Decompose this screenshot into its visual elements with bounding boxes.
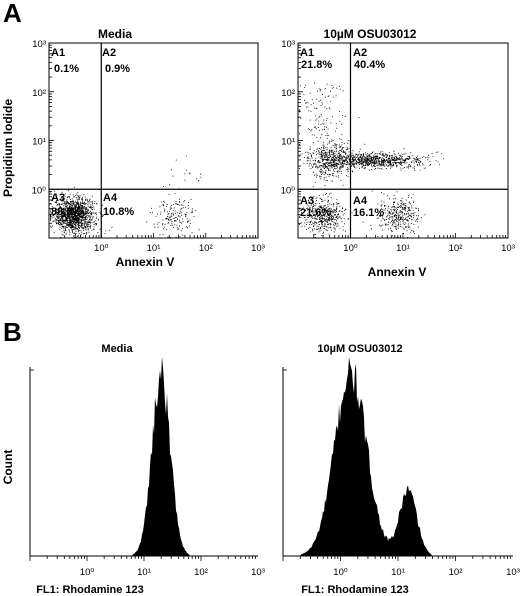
scatter-title-osu: 10µM OSU03012	[324, 27, 417, 41]
quadrant-a4-value-media: 10.8%	[103, 206, 134, 218]
x-tick-label-media: 10⁰	[80, 567, 95, 578]
histogram-osu: 10µM OSU03012 10⁰ 10¹ 10² 10³ FL1: Rhodamin…	[282, 343, 520, 596]
scatter-plot-media: Media 10⁰ 10⁰ 10¹ 10¹ 10² 10² 10³ 10³ A1 0.1% A…	[32, 27, 265, 269]
scatter-title-media: Media	[98, 27, 132, 41]
histogram-area-media	[30, 356, 258, 556]
quadrant-a1-value-media: 0.1%	[54, 63, 79, 75]
scatter-plot-osu: 10µM OSU03012 10⁰ 10⁰ 10¹ 10¹ 10² 10² 10³ 10³ A…	[281, 27, 515, 279]
quadrant-a2-value-osu: 40.4%	[354, 59, 385, 71]
histogram-media: Media 10⁰ 10¹ 10² 10³ FL1: Rhodamine 123	[29, 343, 265, 596]
x-tick-label-media: 10¹	[137, 567, 151, 578]
y-tick-label-media: 10³	[32, 39, 46, 50]
x-tick-label-osu: 10⁰	[343, 243, 358, 254]
quadrant-a3-name-media: A3	[51, 192, 65, 204]
histogram-title-osu: 10µM OSU03012	[317, 343, 402, 355]
quadrant-a3-name-osu: A3	[300, 195, 314, 207]
x-tick-label-media: 10¹	[147, 243, 161, 254]
x-tick-label-media: 10³	[251, 567, 265, 578]
quadrant-a3-value-osu: 21.6%	[300, 207, 331, 219]
x-tick-label-osu: 10¹	[396, 243, 410, 254]
quadrant-a4-value-osu: 16.1%	[353, 207, 384, 219]
x-tick-label-osu: 10²	[449, 243, 463, 254]
y-tick-label-media: 10⁰	[32, 185, 47, 196]
panel-letter-b: B	[3, 317, 22, 347]
scatter-ticks-media: 10⁰ 10⁰ 10¹ 10¹ 10² 10² 10³ 10³	[32, 39, 265, 254]
histogram-ticks-media: 10⁰ 10¹ 10² 10³	[29, 556, 265, 578]
y-tick-label-media: 10¹	[32, 137, 46, 148]
y-tick-label-osu: 10³	[281, 39, 295, 50]
quadrant-a4-name-osu: A4	[353, 195, 368, 207]
quadrant-a1-name-media: A1	[51, 47, 65, 59]
histogram-xlabel-osu: FL1: Rhodamine 123	[301, 584, 409, 596]
panel-b-ylabel: Count	[1, 450, 15, 485]
x-tick-label-osu: 10²	[449, 567, 463, 578]
quadrant-a1-value-osu: 21.8%	[301, 59, 332, 71]
histogram-title-media: Media	[101, 343, 133, 355]
y-tick-label-osu: 10⁰	[281, 185, 296, 196]
quadrant-a4-name-media: A4	[103, 192, 118, 204]
scatter-dots-osu	[299, 82, 444, 238]
quadrant-a2-name-media: A2	[102, 47, 116, 59]
scatter-ticks-osu: 10⁰ 10⁰ 10¹ 10¹ 10² 10² 10³ 10³	[281, 39, 515, 254]
scatter-xlabel-media: Annexin V	[116, 255, 175, 269]
scatter-points-osu	[299, 82, 444, 238]
y-tick-label-osu: 10²	[281, 88, 295, 99]
scatter-points-media	[50, 155, 202, 238]
histogram-area-osu	[283, 356, 513, 556]
histogram-xlabel-media: FL1: Rhodamine 123	[36, 584, 144, 596]
quadrant-a1-name-osu: A1	[300, 47, 314, 59]
panel-letter-a: A	[3, 0, 22, 28]
x-tick-label-media: 10²	[194, 567, 208, 578]
scatter-dots-media	[50, 155, 202, 238]
x-tick-label-media: 10³	[251, 243, 265, 254]
x-tick-label-media: 10²	[199, 243, 213, 254]
x-tick-label-media: 10⁰	[94, 243, 109, 254]
x-tick-label-osu: 10³	[501, 243, 515, 254]
quadrant-a2-name-osu: A2	[353, 47, 367, 59]
y-tick-label-media: 10²	[32, 88, 46, 99]
scatter-xlabel-osu: Annexin V	[368, 265, 427, 279]
x-tick-label-osu: 10¹	[391, 567, 405, 578]
panel-a-ylabel: Propidium Iodide	[1, 99, 15, 197]
x-tick-label-osu: 10⁰	[333, 567, 348, 578]
quadrant-a2-value-media: 0.9%	[105, 63, 130, 75]
quadrant-a3-value-media: 88.3%	[51, 206, 82, 218]
histogram-ticks-osu: 10⁰ 10¹ 10² 10³	[282, 556, 520, 578]
y-tick-label-osu: 10¹	[281, 137, 295, 148]
x-tick-label-osu: 10³	[506, 567, 520, 578]
